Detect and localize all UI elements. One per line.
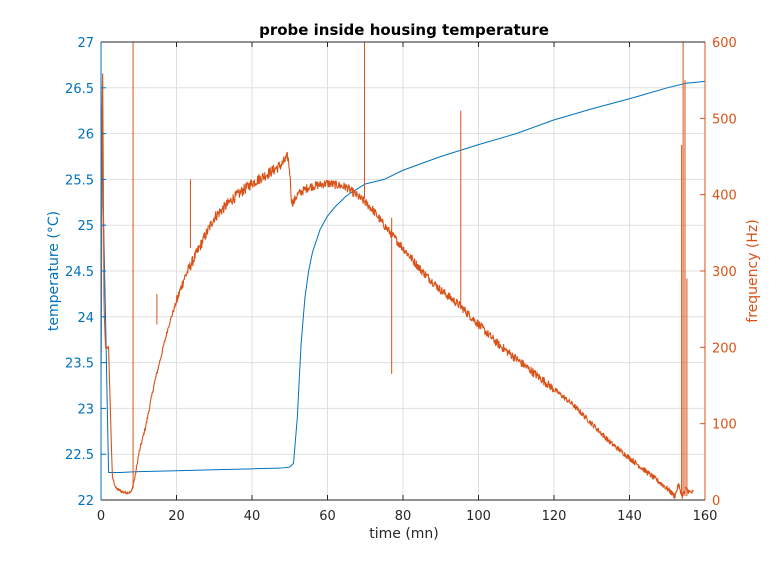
x-tick-label: 100 (466, 509, 491, 524)
y-right-tick-label: 400 (712, 189, 737, 204)
x-tick-label: 60 (319, 509, 336, 524)
y-left-tick-label: 24 (77, 311, 94, 326)
x-tick-label: 120 (542, 509, 567, 524)
x-tick-label: 140 (617, 509, 642, 524)
y-left-tick-label: 22.5 (65, 448, 94, 463)
y-left-tick-label: 23.5 (65, 357, 94, 372)
y-left-tick-label: 24.5 (65, 265, 94, 280)
y-left-tick-label: 22 (77, 494, 94, 509)
grid-lines (100, 41, 706, 501)
y-right-tick-label: 500 (712, 112, 737, 127)
axes (100, 41, 706, 501)
y-axis-right-label: frequency (Hz) (745, 219, 761, 322)
x-tick-label: 160 (693, 509, 718, 524)
chart-title: probe inside housing temperature (259, 21, 549, 39)
y-right-tick-label: 600 (712, 36, 737, 51)
plot-area (101, 42, 705, 499)
y-left-tick-label: 26 (77, 128, 94, 143)
temperature-series-line (101, 80, 705, 474)
y-left-tick-label: 27 (77, 36, 94, 51)
y-left-tick-label: 25 (77, 219, 94, 234)
x-tick-label: 20 (168, 509, 185, 524)
y-right-tick-label: 0 (712, 494, 720, 509)
x-tick-label: 40 (244, 509, 261, 524)
y-left-tick-label: 25.5 (65, 173, 94, 188)
y-right-tick-label: 100 (712, 418, 737, 433)
y-right-tick-label: 300 (712, 265, 737, 280)
x-tick-label: 0 (97, 509, 105, 524)
tick-labels: 0 20 40 60 80 100 120 140 160 22 22.5 23 23.5 24 24.5 2… (65, 36, 737, 524)
x-axis-label: time (mn) (369, 526, 439, 542)
y-left-tick-label: 23 (77, 402, 94, 417)
y-axis-left-label: temperature (°C) (46, 211, 62, 331)
y-left-tick-label: 26.5 (65, 82, 94, 97)
x-tick-label: 80 (395, 509, 412, 524)
y-right-tick-label: 200 (712, 341, 737, 356)
frequency-series-line (101, 73, 694, 499)
